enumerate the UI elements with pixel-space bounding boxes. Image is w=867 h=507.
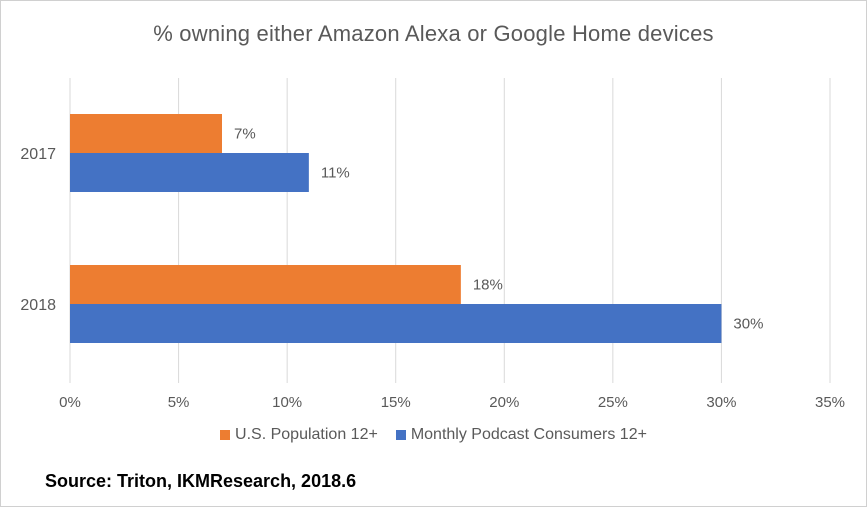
source-note: Source: Triton, IKMResearch, 2018.6 bbox=[45, 471, 357, 491]
bar-2018-series-0 bbox=[70, 265, 461, 304]
data-label-2017-series-1: 11% bbox=[321, 165, 350, 182]
legend: U.S. Population 12+ Monthly Podcast Cons… bbox=[1, 426, 866, 444]
legend-swatch-podcast-consumers bbox=[395, 430, 406, 440]
bar-2017-series-0 bbox=[70, 114, 222, 153]
x-tick-label-3: 15% bbox=[381, 394, 411, 411]
legend-item-podcast-consumers: Monthly Podcast Consumers 12+ bbox=[395, 426, 647, 444]
x-tick-label-1: 5% bbox=[168, 394, 190, 411]
category-label-2017: 2017 bbox=[20, 146, 56, 163]
x-tick-label-7: 35% bbox=[815, 394, 845, 411]
chart-title: % owning either Amazon Alexa or Google H… bbox=[153, 21, 714, 46]
x-tick-label-5: 25% bbox=[598, 394, 628, 411]
bar-2018-series-1 bbox=[70, 304, 722, 343]
x-tick-label-0: 0% bbox=[59, 394, 81, 411]
data-label-2018-series-0: 18% bbox=[473, 277, 503, 294]
bar-2017-series-1 bbox=[70, 153, 309, 192]
legend-swatch-us-population bbox=[220, 430, 231, 440]
legend-label-us-population: U.S. Population 12+ bbox=[235, 426, 378, 443]
legend-label-podcast-consumers: Monthly Podcast Consumers 12+ bbox=[410, 426, 647, 443]
data-label-2018-series-1: 30% bbox=[733, 316, 763, 333]
legend-item-us-population: U.S. Population 12+ bbox=[220, 426, 378, 444]
x-tick-label-6: 30% bbox=[706, 394, 736, 411]
data-label-2017-series-0: 7% bbox=[234, 126, 256, 143]
x-tick-label-2: 10% bbox=[272, 394, 302, 411]
category-label-2018: 2018 bbox=[20, 297, 56, 314]
x-tick-label-4: 20% bbox=[489, 394, 519, 411]
y-axis-categories: 2017 2018 bbox=[20, 146, 56, 314]
bars bbox=[70, 114, 722, 343]
x-axis-ticks: 0% 5% 10% 15% 20% 25% 30% 35% bbox=[59, 394, 845, 411]
data-labels: 7% 11% 18% 30% bbox=[234, 126, 763, 333]
